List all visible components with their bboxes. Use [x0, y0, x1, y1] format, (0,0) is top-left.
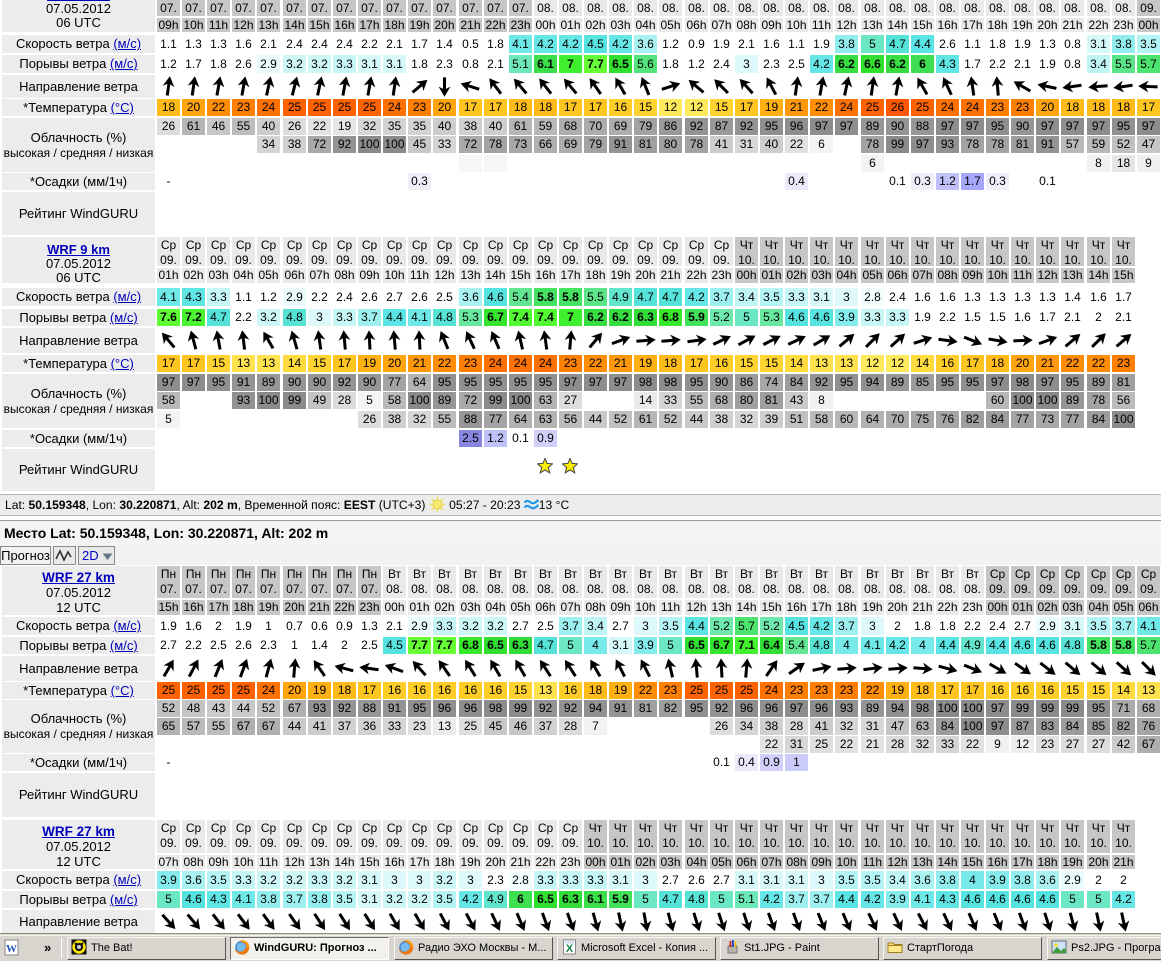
svg-text:W: W: [6, 943, 17, 955]
svg-text:X: X: [566, 943, 574, 955]
